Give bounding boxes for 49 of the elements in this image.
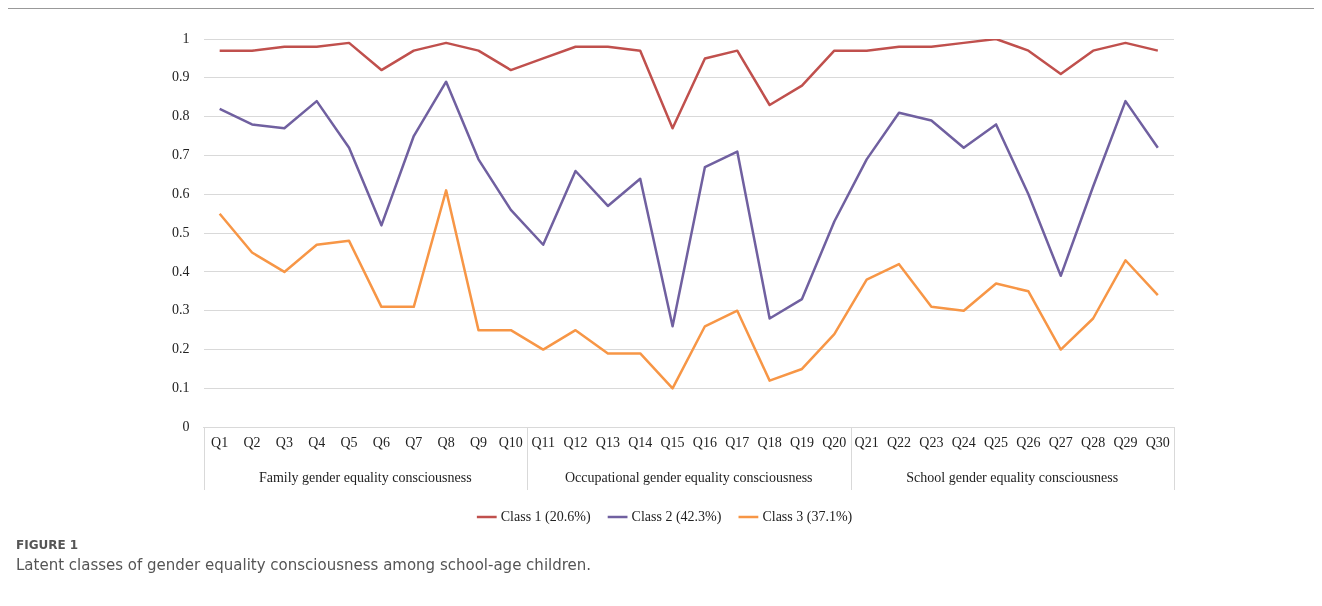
- x-tick-label: Q4: [308, 435, 326, 451]
- legend-label: Class 3 (37.1%): [762, 508, 853, 525]
- x-tick-label: Q1: [211, 435, 229, 451]
- x-tick-label: Q29: [1113, 435, 1138, 451]
- y-tick-label: 0: [182, 418, 190, 434]
- x-tick-label: Q14: [628, 435, 653, 451]
- x-tick-label: Q20: [822, 435, 847, 451]
- x-tick-label: Q11: [531, 435, 555, 451]
- x-tick-label: Q15: [660, 435, 685, 451]
- y-tick-label: 0.2: [172, 341, 190, 357]
- text: Occupational gender equality consciousness: [564, 469, 813, 485]
- y-tick-label: 0.9: [172, 69, 190, 85]
- legend-label: Class 1 (20.6%): [500, 508, 591, 525]
- y-tick-label: 0.7: [172, 147, 190, 163]
- x-tick-label: Q27: [1048, 435, 1073, 451]
- x-tick-label: Q17: [725, 435, 750, 451]
- x-tick-label: Q6: [372, 435, 390, 451]
- x-tick-label: Q24: [951, 435, 976, 451]
- x-tick-label: Q12: [563, 435, 588, 451]
- x-tick-label: Q7: [405, 435, 423, 451]
- y-tick-label: 0.8: [172, 108, 190, 124]
- x-tick-label: Q3: [275, 435, 293, 451]
- x-tick-label: Q22: [886, 435, 912, 451]
- x-tick-label: Q28: [1081, 435, 1106, 451]
- text: Family gender equality consciousness: [258, 469, 472, 485]
- x-tick-label: Q13: [595, 435, 620, 451]
- text: School gender equality consciousness: [906, 469, 1119, 485]
- text: Latent classes of gender equality consciousness among school-age children.: [15, 556, 593, 574]
- x-tick-label: Q21: [854, 435, 879, 451]
- text: FIGURE 1: [15, 538, 80, 552]
- x-tick-label: Q10: [498, 435, 523, 451]
- x-tick-label: Q16: [692, 435, 717, 451]
- y-tick-label: 0.1: [172, 380, 190, 396]
- x-tick-label: Q23: [919, 435, 944, 451]
- x-tick-label: Q5: [340, 435, 358, 451]
- y-tick-label: 0.4: [172, 263, 190, 279]
- x-tick-label: Q30: [1145, 435, 1170, 451]
- y-tick-label: 0.5: [172, 224, 190, 240]
- x-tick-label: Q19: [789, 435, 815, 451]
- legend-label: Class 2 (42.3%): [631, 508, 722, 525]
- y-tick-label: 1: [182, 30, 190, 46]
- x-tick-label: Q25: [984, 435, 1009, 451]
- x-tick-label: Q8: [437, 435, 455, 451]
- y-tick-label: 0.3: [172, 302, 190, 318]
- x-tick-label: Q26: [1016, 435, 1041, 451]
- y-tick-label: 0.6: [172, 185, 190, 201]
- x-tick-label: Q18: [757, 435, 782, 451]
- x-tick-label: Q9: [469, 435, 488, 451]
- x-tick-label: Q2: [243, 435, 261, 451]
